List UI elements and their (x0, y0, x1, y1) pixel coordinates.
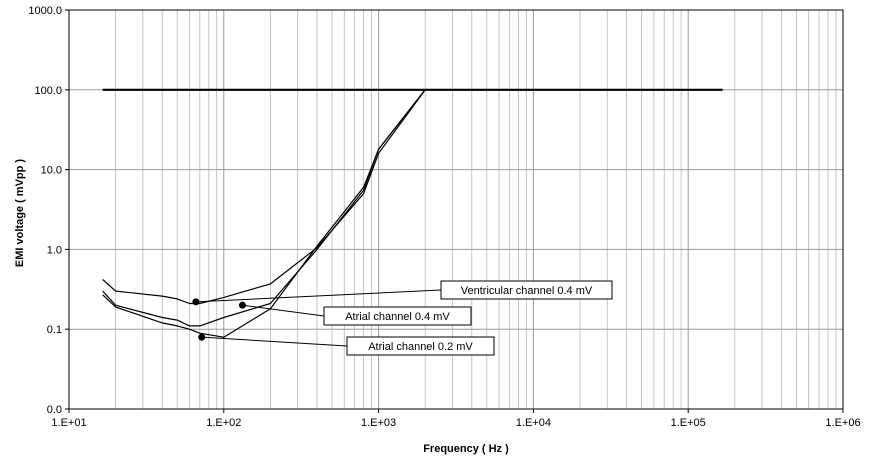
annotation-layer: Ventricular channel 0.4 mV Atrial channel… (192, 280, 613, 356)
y-tick-label: 0.0 (47, 404, 62, 416)
y-tick-label: 100.0 (34, 85, 62, 97)
tick-labels: 1.E+01 1.E+02 1.E+03 1.E+04 1.E+05 1.E+06 0.0 0… (28, 5, 860, 429)
callout-marker (238, 301, 246, 309)
callout-box (323, 306, 472, 326)
callout-marker (198, 333, 206, 341)
x-tick-label: 1.E+02 (206, 417, 241, 429)
series-line-2 (102, 89, 426, 327)
series-line-3 (102, 89, 426, 338)
y-axis-title: EMI voltage ( mVpp ) (14, 159, 26, 268)
callout-label: Ventricular channel 0.4 mV (461, 285, 593, 297)
callout-leader-line (195, 289, 442, 303)
callout-label: Atrial channel 0.2 mV (368, 341, 473, 353)
callout-label: Atrial channel 0.4 mV (345, 311, 450, 323)
series-line-1 (102, 89, 426, 305)
y-tick-label: 1.0 (47, 244, 62, 256)
plot-frame (68, 9, 844, 410)
y-tick-label: 1000.0 (28, 5, 62, 17)
callout-leader-line (242, 304, 325, 317)
x-tick-label: 1.E+05 (671, 417, 706, 429)
x-tick-label: 1.E+03 (361, 417, 396, 429)
y-tick-label: 0.1 (47, 324, 62, 336)
callout-box (346, 336, 495, 356)
x-tick-label: 1.E+01 (51, 417, 86, 429)
x-tick-label: 1.E+04 (516, 417, 551, 429)
callout-box (440, 280, 613, 300)
series-layer (102, 88, 723, 338)
x-tick-label: 1.E+06 (825, 417, 860, 429)
callout-marker (192, 298, 200, 306)
x-axis-title: Frequency ( Hz ) (423, 443, 509, 455)
callout-leader-line (201, 336, 348, 347)
y-tick-label: 10.0 (41, 165, 62, 177)
